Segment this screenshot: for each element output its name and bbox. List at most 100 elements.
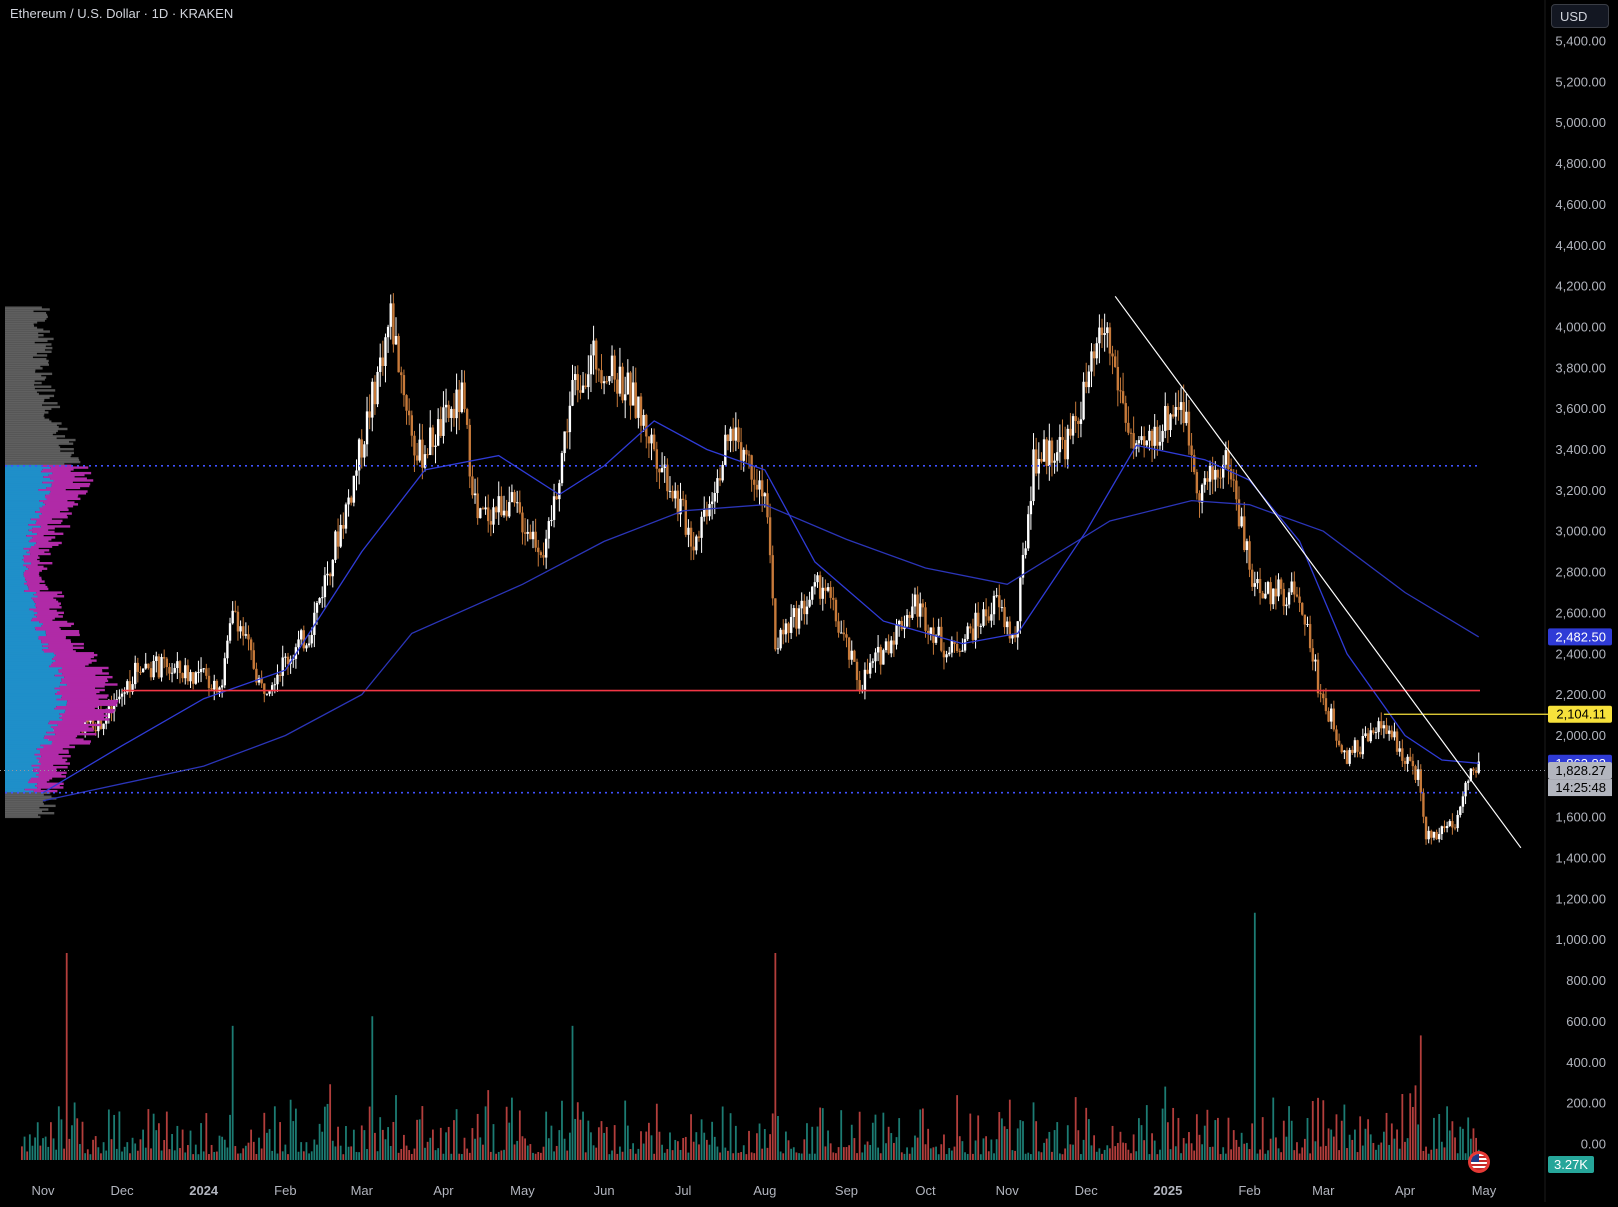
vp-bar-outside [5, 812, 55, 815]
volume-bar [1290, 1120, 1293, 1160]
volume-bar [908, 1153, 911, 1160]
candle-body [392, 303, 395, 345]
volume-bar [692, 1141, 695, 1160]
vp-bar-down [37, 532, 64, 535]
candle-body [1140, 436, 1143, 441]
candle-body [937, 626, 940, 636]
volume-bar [1274, 1137, 1277, 1160]
candle-body [405, 395, 408, 411]
vp-bar-outside [5, 330, 50, 333]
volume-bar [121, 1151, 123, 1160]
candle-body [626, 372, 630, 395]
vp-bar-down [66, 703, 117, 706]
vp-bar-down [53, 652, 94, 655]
currency-button[interactable]: USD [1551, 4, 1609, 28]
vp-bar-down [58, 668, 103, 672]
candle-body [919, 603, 922, 617]
vp-bar-up [5, 628, 36, 631]
candle-body [184, 665, 187, 679]
candle-body [608, 376, 611, 382]
volume-bar [1093, 1135, 1096, 1160]
volume-bar [687, 1152, 690, 1160]
candle-body [887, 641, 890, 654]
volume-bar [853, 1138, 856, 1160]
candle-body [1345, 750, 1349, 764]
vp-bar-outside [5, 413, 45, 416]
candle-body [292, 658, 295, 660]
vp-bar-up [5, 626, 35, 629]
candle-body [1401, 748, 1404, 761]
volume-bar [192, 1154, 195, 1160]
volume-bar [39, 1145, 42, 1160]
candle-body [560, 453, 564, 484]
vp-bar-down [32, 527, 55, 530]
volume-bar [1164, 1086, 1167, 1160]
candle-body [494, 507, 498, 513]
vp-bar-up [5, 530, 33, 534]
volume-bar [871, 1122, 874, 1160]
vp-bar-down [42, 644, 73, 648]
vp-bar-up [5, 563, 23, 567]
vp-bar-outside [5, 438, 76, 442]
vp-bar-down [35, 521, 62, 524]
vp-bar-down [43, 501, 75, 504]
candle-body [850, 650, 853, 660]
vp-bar-down [26, 565, 44, 569]
volume-bar [181, 1129, 184, 1160]
volume-bar [605, 1126, 608, 1160]
candle-body [321, 597, 324, 599]
volume-bar [964, 1152, 966, 1160]
candle-body [160, 657, 163, 678]
vp-bar-outside [5, 357, 47, 361]
price-axis-label: 3,200.00 [1555, 483, 1606, 498]
volume-bar [774, 953, 777, 1160]
vp-bar-down [33, 593, 58, 596]
vp-bar-outside [5, 356, 33, 359]
vp-bar-up [5, 648, 43, 651]
volume-bar [835, 1153, 837, 1160]
volume-bar [1198, 1134, 1201, 1160]
volume-bar [497, 1151, 500, 1160]
candle-body [270, 685, 274, 691]
candle-body [252, 650, 255, 669]
countdown-bg [1548, 779, 1612, 797]
volume-bar [102, 1142, 105, 1160]
vp-bar-down [24, 589, 40, 592]
candle-body [400, 372, 403, 376]
candle-body [671, 490, 674, 499]
volume-bar [371, 1016, 374, 1160]
vp-bar-up [5, 510, 36, 513]
vp-bar-down [61, 694, 109, 697]
vp-bar-down [40, 762, 70, 765]
candle-body [692, 546, 695, 551]
volume-bar [1014, 1150, 1016, 1160]
volume-bar [1106, 1145, 1109, 1160]
volume-bar [1211, 1146, 1214, 1160]
volume-bar [574, 1118, 577, 1160]
candle-body [126, 681, 129, 693]
candle-body [890, 640, 893, 654]
candle-body [658, 468, 661, 473]
vp-bar-outside [5, 361, 49, 365]
vp-bar-down [48, 473, 85, 477]
vp-bar-outside [5, 418, 50, 422]
candle-body [431, 427, 435, 447]
candle-body [310, 634, 313, 644]
candle-body [1216, 469, 1220, 478]
symbol-title[interactable]: Ethereum / U.S. Dollar · 1D · KRAKEN [10, 6, 234, 21]
candle-body [534, 531, 537, 548]
candle-body [689, 527, 693, 547]
candle-body [1195, 472, 1199, 494]
volume-bar [1322, 1100, 1325, 1160]
candle-body [513, 492, 516, 503]
volume-bar [347, 1146, 350, 1160]
volume-bar [1029, 1154, 1032, 1160]
vp-bar-outside [5, 313, 48, 317]
volume-bar [218, 1135, 221, 1160]
candle-body [1179, 402, 1183, 410]
candle-body [1103, 333, 1106, 336]
vp-bar-down [53, 729, 94, 732]
volume-bar [1174, 1146, 1177, 1160]
